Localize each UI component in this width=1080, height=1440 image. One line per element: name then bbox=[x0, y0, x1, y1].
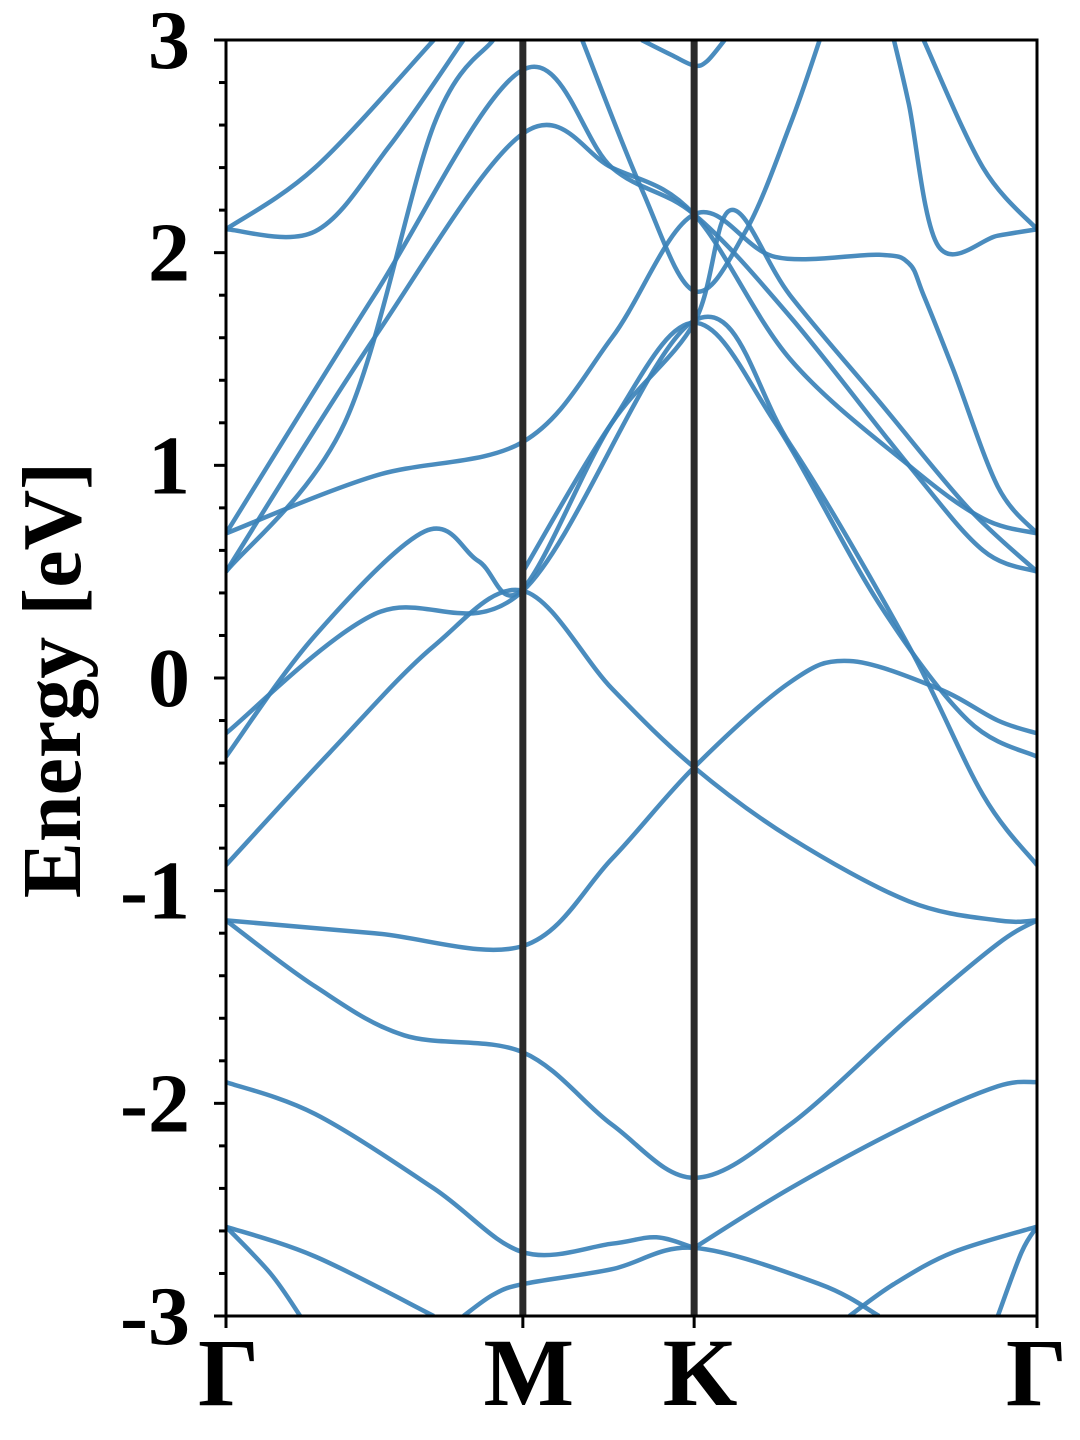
band-line-20 bbox=[580, 40, 822, 294]
y-tick-label: -1 bbox=[120, 845, 190, 938]
band-line-3 bbox=[462, 1245, 881, 1316]
band-line-22 bbox=[921, 40, 1037, 231]
band-line-12 bbox=[226, 314, 1037, 867]
band-line-10 bbox=[226, 587, 1037, 925]
band-line-6 bbox=[848, 1224, 1037, 1316]
band-line-1 bbox=[226, 1225, 303, 1316]
x-kpoint-label-4: Γ bbox=[1006, 1319, 1067, 1426]
y-tick-label: 1 bbox=[148, 419, 190, 512]
band-line-4 bbox=[226, 1079, 695, 1258]
band-line-16 bbox=[226, 40, 496, 574]
band-lines bbox=[226, 40, 1037, 1316]
band-line-23 bbox=[640, 40, 727, 69]
y-tick-labels: 3 2 1 0 -1 -2 -3 bbox=[120, 0, 190, 1363]
y-tick-label: 3 bbox=[148, 0, 190, 87]
band-line-15 bbox=[226, 64, 1037, 574]
y-tick-label: -2 bbox=[120, 1057, 190, 1150]
band-line-8 bbox=[226, 918, 1037, 1181]
band-line-2 bbox=[226, 1224, 435, 1316]
band-line-9 bbox=[226, 658, 1037, 953]
x-kpoint-label-3: K bbox=[663, 1319, 738, 1426]
band-line-19 bbox=[226, 40, 436, 232]
band-line-13 bbox=[226, 209, 1037, 536]
y-tick-label: 0 bbox=[148, 632, 190, 725]
band-line-17 bbox=[520, 207, 1037, 574]
band-line-11 bbox=[226, 320, 1037, 759]
y-axis-label: Energy [eV] bbox=[6, 462, 99, 898]
band-line-21 bbox=[891, 40, 1037, 257]
band-line-7 bbox=[995, 1225, 1037, 1316]
band-line-18 bbox=[226, 40, 466, 240]
x-kpoint-label-1: Γ bbox=[198, 1319, 259, 1426]
plot-frame bbox=[224, 38, 1039, 1318]
band-line-14 bbox=[226, 122, 1037, 573]
kpoint-divider-lines bbox=[519, 40, 698, 1316]
band-line-5 bbox=[692, 1079, 1037, 1250]
y-tick-label: 2 bbox=[148, 207, 190, 300]
y-tick-label: -3 bbox=[120, 1270, 190, 1363]
x-kpoint-label-2: M bbox=[484, 1319, 575, 1426]
